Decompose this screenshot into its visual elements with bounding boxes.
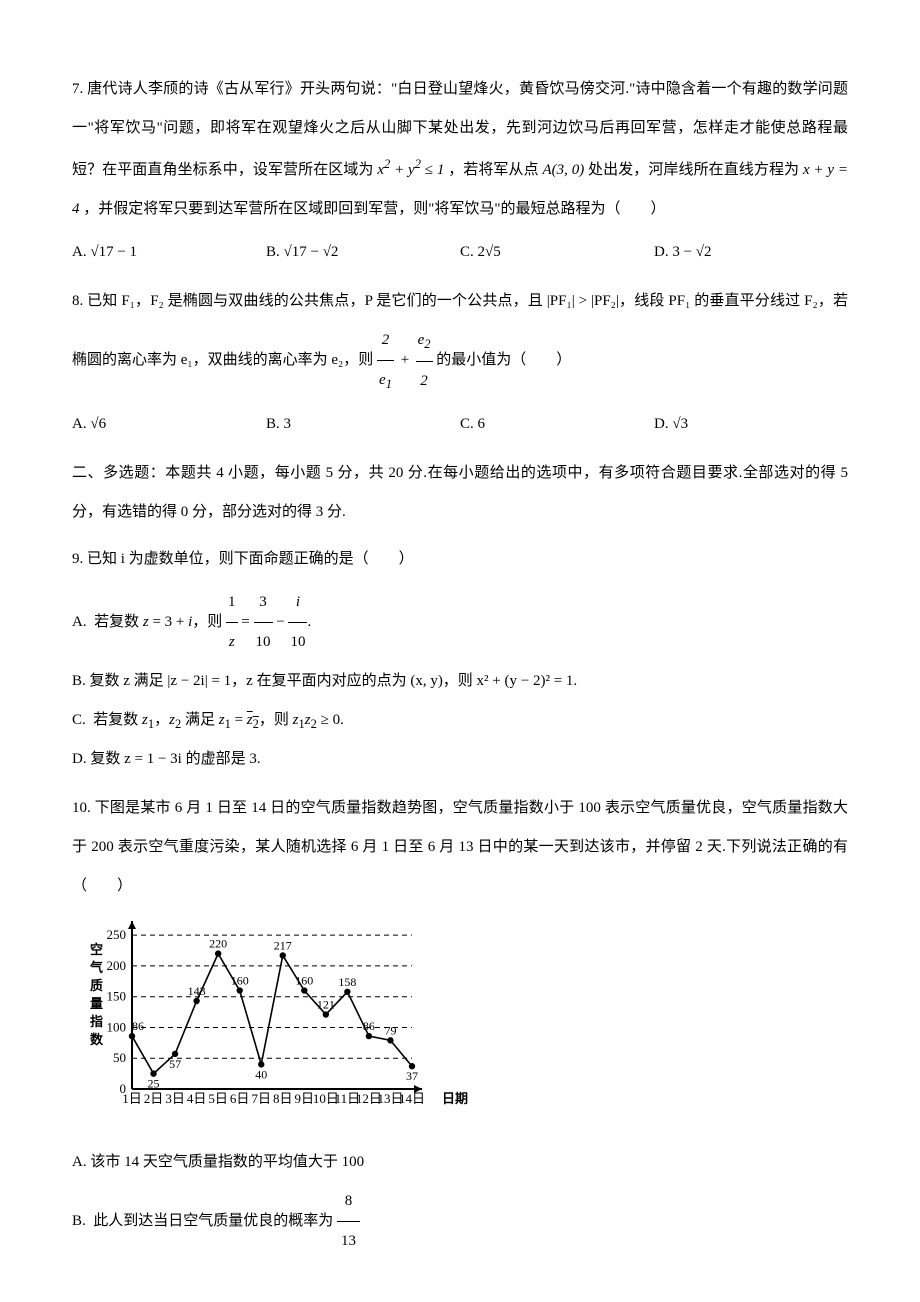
q8-opt-d: D. √3 (654, 405, 848, 444)
svg-text:57: 57 (169, 1057, 181, 1071)
aqi-chart: 0501001502002501日2日3日4日5日6日7日8日9日10日11日1… (72, 914, 848, 1135)
svg-text:79: 79 (384, 1023, 396, 1037)
q10-opt-a: A. 该市 14 天空气质量指数的平均值大于 100 (72, 1143, 848, 1182)
svg-text:数: 数 (90, 1032, 104, 1047)
svg-text:37: 37 (406, 1069, 418, 1083)
svg-text:7日: 7日 (251, 1091, 271, 1106)
q9-opt-d: D. 复数 z = 1 − 3i 的虚部是 3. (72, 740, 848, 779)
q8-options: A. √6 B. 3 C. 6 D. √3 (72, 405, 848, 444)
svg-text:50: 50 (113, 1050, 126, 1065)
svg-text:86: 86 (363, 1019, 375, 1033)
svg-text:217: 217 (274, 938, 292, 952)
svg-text:空: 空 (90, 942, 103, 957)
q7-math-2: A(3, 0) (542, 162, 584, 178)
svg-text:86: 86 (132, 1019, 144, 1033)
q8-opt-a: A. √6 (72, 405, 266, 444)
svg-text:4日: 4日 (187, 1091, 207, 1106)
svg-text:25: 25 (148, 1077, 160, 1091)
svg-text:143: 143 (188, 984, 206, 998)
svg-text:5日: 5日 (208, 1091, 228, 1106)
svg-text:160: 160 (295, 974, 313, 988)
q9-opt-a: A. 若复数 z = 3 + i，则 1z = 310 − i10 . (72, 583, 848, 662)
q9-options: A. 若复数 z = 3 + i，则 1z = 310 − i10 . B. 复… (72, 583, 848, 780)
svg-text:质: 质 (90, 978, 103, 993)
svg-text:日期: 日期 (442, 1091, 468, 1106)
q7-opt-c: C. 2√5 (460, 233, 654, 272)
q9-opt-b: B. 复数 z 满足 |z − 2i| = 1，z 在复平面内对应的点为 (x,… (72, 662, 848, 701)
q7-opt-d: D. 3 − √2 (654, 233, 848, 272)
q8-opt-b: B. 3 (266, 405, 460, 444)
q7-stem: 7. 唐代诗人李颀的诗《古从军行》开头两句说："白日登山望烽火，黄昏饮马傍交河.… (72, 70, 848, 229)
q7-text-3: 处出发，河岸线所在直线方程为 (588, 162, 803, 178)
svg-text:14日: 14日 (399, 1091, 425, 1106)
q8-stem: 8. 已知 F₁，F₂ 是椭圆与双曲线的公共焦点，P 是它们的一个公共点，且 |… (72, 282, 848, 401)
q7-opt-a: A. √17 − 1 (72, 233, 266, 272)
svg-text:158: 158 (338, 975, 356, 989)
q9-opt-c: C. 若复数 z1，z2 满足 z1 = z2，则 z1z2 ≥ 0. (72, 701, 848, 741)
svg-text:121: 121 (317, 998, 335, 1012)
svg-text:8日: 8日 (273, 1091, 293, 1106)
svg-text:量: 量 (90, 996, 103, 1011)
q8-opt-c: C. 6 (460, 405, 654, 444)
svg-text:6日: 6日 (230, 1091, 250, 1106)
svg-text:9日: 9日 (295, 1091, 315, 1106)
svg-text:160: 160 (231, 974, 249, 988)
q7-text-4: ，并假定将军只要到达军营所在区域即回到军营，则"将军饮马"的最短总路程为（ ） (83, 201, 665, 217)
svg-text:100: 100 (107, 1019, 127, 1034)
svg-text:气: 气 (90, 960, 103, 975)
svg-text:150: 150 (107, 989, 127, 1004)
q8-frac: 2e1 + e22 (377, 321, 432, 401)
svg-text:220: 220 (209, 937, 227, 951)
svg-text:250: 250 (107, 927, 127, 942)
svg-text:1日: 1日 (122, 1091, 142, 1106)
svg-text:2日: 2日 (144, 1091, 164, 1106)
svg-text:200: 200 (107, 958, 127, 973)
q10-stem: 10. 下图是某市 6 月 1 日至 14 日的空气质量指数趋势图，空气质量指数… (72, 789, 848, 906)
q7-text-2: ，若将军从点 (448, 162, 542, 178)
q10-opt-b: B. 此人到达当日空气质量优良的概率为 8 13 (72, 1182, 848, 1261)
q7-options: A. √17 − 1 B. √17 − √2 C. 2√5 D. 3 − √2 (72, 233, 848, 272)
section2-heading: 二、多选题：本题共 4 小题，每小题 5 分，共 20 分.在每小题给出的选项中… (72, 454, 848, 532)
svg-text:指: 指 (90, 1014, 103, 1029)
svg-text:3日: 3日 (165, 1091, 185, 1106)
q8-text-2: 的最小值为（ ） (436, 352, 571, 368)
q7-math-1: x2 + y2 ≤ 1 (377, 162, 444, 178)
q7-opt-b: B. √17 − √2 (266, 233, 460, 272)
q9-stem: 9. 已知 i 为虚数单位，则下面命题正确的是（ ） (72, 540, 848, 579)
svg-text:40: 40 (255, 1067, 267, 1081)
